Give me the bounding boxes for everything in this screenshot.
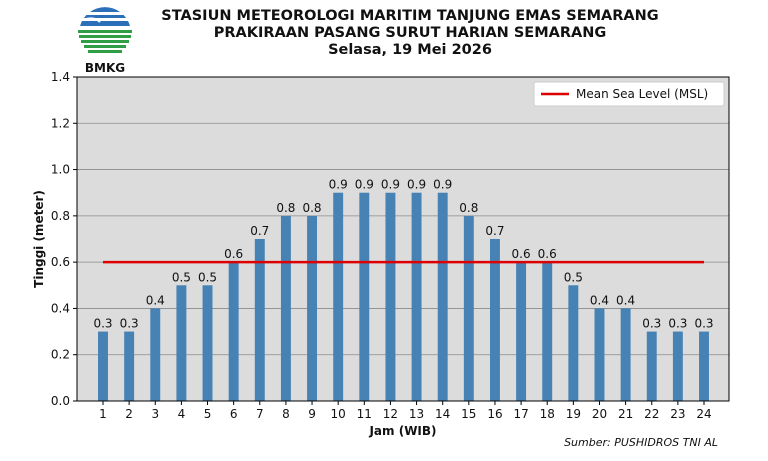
bar [620,308,631,401]
value-labels: 0.3 0.3 0.4 0.5 0.5 0.6 0.7 0.8 0.8 0.9 0.9 0.9 0.9 0… [93,178,713,331]
x-tick-label: 16 [487,407,502,421]
y-tick-label: 1.2 [51,116,70,130]
bar-value-label: 0.9 [407,178,426,192]
x-tick-label: 23 [670,407,685,421]
bar-value-label: 0.6 [512,247,531,261]
title-line-3: Selasa, 19 Mei 2026 [328,42,492,58]
bar [437,192,448,401]
bar [411,192,422,401]
bar-value-label: 0.6 [538,247,557,261]
bar-value-label: 0.4 [590,293,609,307]
x-tick-label: 12 [383,407,398,421]
bar-value-label: 0.6 [224,247,243,261]
bar-value-label: 0.3 [93,317,112,331]
bar [516,262,527,401]
bar-value-label: 0.7 [250,224,269,238]
bar-value-label: 0.5 [172,270,191,284]
bmkg-logo: BMKG [74,2,136,75]
bar [280,215,291,401]
bar [489,239,500,401]
x-axis-label: Jam (WIB) [368,424,436,438]
y-tick-label: 0.0 [51,394,70,408]
bar [646,331,657,401]
x-tick-label: 24 [696,407,711,421]
bar [699,331,709,401]
bar [124,331,135,401]
bar-value-label: 0.3 [120,317,139,331]
bar-value-label: 0.9 [433,178,452,192]
x-tick-label: 21 [618,407,633,421]
bar [385,192,396,401]
x-tick-label: 22 [644,407,659,421]
bar [150,308,161,401]
bar [359,192,370,401]
bar [202,285,213,401]
bar [228,262,239,401]
bar [463,215,474,401]
bar [307,215,318,401]
title-line-1: STASIUN METEOROLOGI MARITIM TANJUNG EMAS… [161,8,659,24]
bar [568,285,579,401]
x-tick-label: 4 [178,407,186,421]
bar [542,262,553,401]
y-axis-label: Tinggi (meter) [32,190,46,288]
logo-text: BMKG [85,61,125,74]
x-tick-label: 6 [230,407,238,421]
bar-value-label: 0.3 [642,317,661,331]
plot-background [77,77,729,401]
bar-value-label: 0.9 [381,178,400,192]
x-tick-label: 9 [308,407,316,421]
bar-value-label: 0.3 [694,317,713,331]
bar-value-label: 0.9 [355,178,374,192]
bar-value-label: 0.8 [302,201,321,215]
x-tick-label: 7 [256,407,264,421]
x-tick-label: 11 [357,407,372,421]
bar-value-label: 0.5 [564,270,583,284]
bar [672,331,683,401]
x-tick-label: 14 [435,407,450,421]
bar-value-label: 0.7 [485,224,504,238]
bar-value-label: 0.9 [329,178,348,192]
y-axis: 0.0 0.2 0.4 0.6 0.8 1.0 1.2 1.4 [51,70,77,408]
legend: Mean Sea Level (MSL) [533,81,725,107]
legend-box [533,81,725,107]
x-tick-label: 18 [540,407,555,421]
bar [594,308,605,401]
x-tick-label: 1 [99,407,107,421]
bar-value-label: 0.3 [668,317,687,331]
bar-value-label: 0.8 [276,201,295,215]
bar-value-label: 0.8 [459,201,478,215]
bar-value-label: 0.4 [616,293,635,307]
y-tick-label: 0.6 [51,255,70,269]
x-tick-label: 13 [409,407,424,421]
x-tick-label: 3 [151,407,159,421]
x-tick-label: 17 [513,407,528,421]
x-tick-label: 20 [592,407,607,421]
bar [98,331,108,401]
plot-frame [76,76,730,402]
x-tick-label: 2 [125,407,133,421]
x-tick-label: 19 [566,407,581,421]
bar [176,285,187,401]
x-tick-label: 8 [282,407,290,421]
title-line-2: PRAKIRAAN PASANG SURUT HARIAN SEMARANG [213,25,607,41]
y-tick-label: 0.4 [51,301,70,315]
x-tick-label: 5 [204,407,212,421]
bar [254,239,265,401]
source-note: Sumber: PUSHIDROS TNI AL [564,436,718,449]
x-tick-label: 15 [461,407,476,421]
y-tick-label: 0.2 [51,348,70,362]
y-tick-label: 1.4 [51,70,70,84]
bar [333,192,344,401]
legend-label: Mean Sea Level (MSL) [576,87,708,101]
x-axis: 1 2 3 4 5 6 7 8 9 10 11 12 13 14 15 16 17 18 19 20 21 22 23 24 [99,401,712,421]
x-tick-label: 10 [331,407,346,421]
y-tick-label: 0.8 [51,209,70,223]
bar-value-label: 0.5 [198,270,217,284]
bars [98,192,709,401]
y-tick-label: 1.0 [51,163,70,177]
bar-value-label: 0.4 [146,293,165,307]
